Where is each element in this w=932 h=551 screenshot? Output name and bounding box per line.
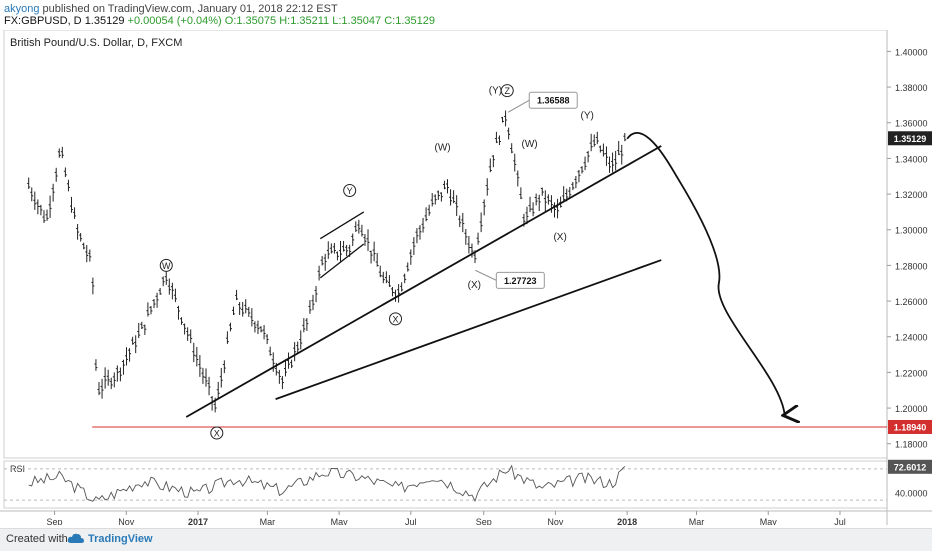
wave-label: Z: [504, 86, 510, 96]
price-tick-label: 1.20000: [895, 404, 928, 414]
chart-frame: 1.40000 1.38000 1.36000 1.34000 1.32000 1.300…: [0, 29, 932, 527]
price-tick-label: 1.26000: [895, 297, 928, 307]
projection-arrow: [626, 132, 785, 415]
price-tick-label: 1.34000: [895, 154, 928, 164]
chart-title: British Pound/U.S. Dollar, D, FXCM: [10, 37, 182, 49]
ohlc-low: L:1.35047: [332, 15, 382, 27]
time-tick-label: Mar: [689, 517, 705, 525]
wave-label-circle: [500, 84, 514, 98]
published-info: akyong published on TradingView.com, Jan…: [4, 3, 338, 15]
price-tag: [888, 419, 932, 434]
wave-label: X: [393, 314, 399, 324]
time-tick-label: 2017: [188, 517, 208, 525]
price-tick-label: 1.22000: [895, 368, 928, 378]
footer: Created with TradingView: [0, 528, 932, 551]
cloud-icon: [67, 533, 84, 543]
tradingview-brand[interactable]: TradingView: [88, 533, 153, 545]
wave-label: (X): [468, 280, 481, 291]
price-tag-label: 1.18940: [894, 422, 927, 432]
time-tick-label: Nov: [118, 517, 135, 525]
wave-label: (Y): [581, 111, 594, 122]
wave-label: Y: [347, 186, 353, 196]
wave-label: (W): [435, 143, 451, 154]
wave-label-circle: [389, 312, 403, 326]
wave-label-circle: [159, 258, 173, 272]
wave-label: (X): [553, 232, 566, 243]
time-tick-label: Mar: [260, 517, 276, 525]
rsi-axis-label: 40.0000: [895, 488, 928, 498]
callout-box: [495, 271, 545, 289]
trendline: [185, 145, 662, 418]
price-tag-label: 1.35129: [894, 134, 927, 144]
time-tick-label: Sep: [476, 517, 492, 525]
time-tick-label: Jul: [834, 517, 846, 525]
symbol: FX:GBPUSD, D: [4, 15, 82, 27]
wave-label: W: [162, 261, 171, 271]
price-tick-label: 1.30000: [895, 226, 928, 236]
price-tick-label: 1.40000: [895, 47, 928, 57]
price-change: +0.00054 (+0.04%): [127, 15, 222, 27]
wave-label: (Y): [489, 86, 502, 97]
time-tick-label: May: [331, 517, 349, 525]
trendline: [319, 243, 365, 279]
time-tick-label: 2018: [617, 517, 637, 525]
price-chart[interactable]: 1.40000 1.38000 1.36000 1.34000 1.32000 1.300…: [0, 29, 932, 527]
published-text: published on TradingView.com, January 01…: [42, 3, 338, 15]
price-tag: [888, 131, 932, 146]
wave-label-circle: [343, 184, 357, 197]
price-tick-label: 1.36000: [895, 119, 928, 129]
time-tick-label: Sep: [47, 517, 63, 525]
callout-box: [528, 91, 578, 109]
price-tick-label: 1.28000: [895, 261, 928, 271]
rsi-value-tag: [888, 459, 932, 474]
author-link[interactable]: akyong: [4, 3, 40, 15]
callout-label: 1.36588: [537, 96, 570, 106]
symbol-info: FX:GBPUSD, D 1.35129 +0.00054 (+0.04%) O…: [4, 15, 435, 27]
rsi-line: [28, 464, 626, 503]
time-tick-label: Jul: [405, 517, 417, 525]
created-with: Created with: [6, 533, 68, 545]
price-tick-label: 1.24000: [895, 333, 928, 343]
price-tick-label: 1.18000: [895, 440, 928, 450]
overlays: [92, 132, 887, 428]
ohlc-open: O:1.35075: [224, 15, 277, 27]
rsi-value-label: 72.6012: [894, 462, 927, 472]
price-tick-label: 1.32000: [895, 190, 928, 200]
last-price: 1.35129: [84, 15, 125, 27]
trendline: [275, 259, 662, 400]
wave-label: (W): [522, 139, 538, 150]
callout-leader: [475, 269, 497, 281]
callout-label: 1.27723: [504, 276, 537, 286]
wave-label: X: [214, 429, 220, 439]
ohlc-close: C:1.35129: [384, 15, 435, 27]
callout-leader: [507, 99, 530, 113]
axes: 1.40000 1.38000 1.36000 1.34000 1.32000 1.300…: [0, 30, 932, 527]
ohlc-high: H:1.35211: [279, 15, 330, 27]
time-tick-label: May: [760, 517, 778, 525]
time-tick-label: Nov: [547, 517, 564, 525]
trendline: [319, 211, 365, 240]
wave-label-circle: [210, 426, 224, 440]
price-tick-label: 1.38000: [895, 83, 928, 93]
